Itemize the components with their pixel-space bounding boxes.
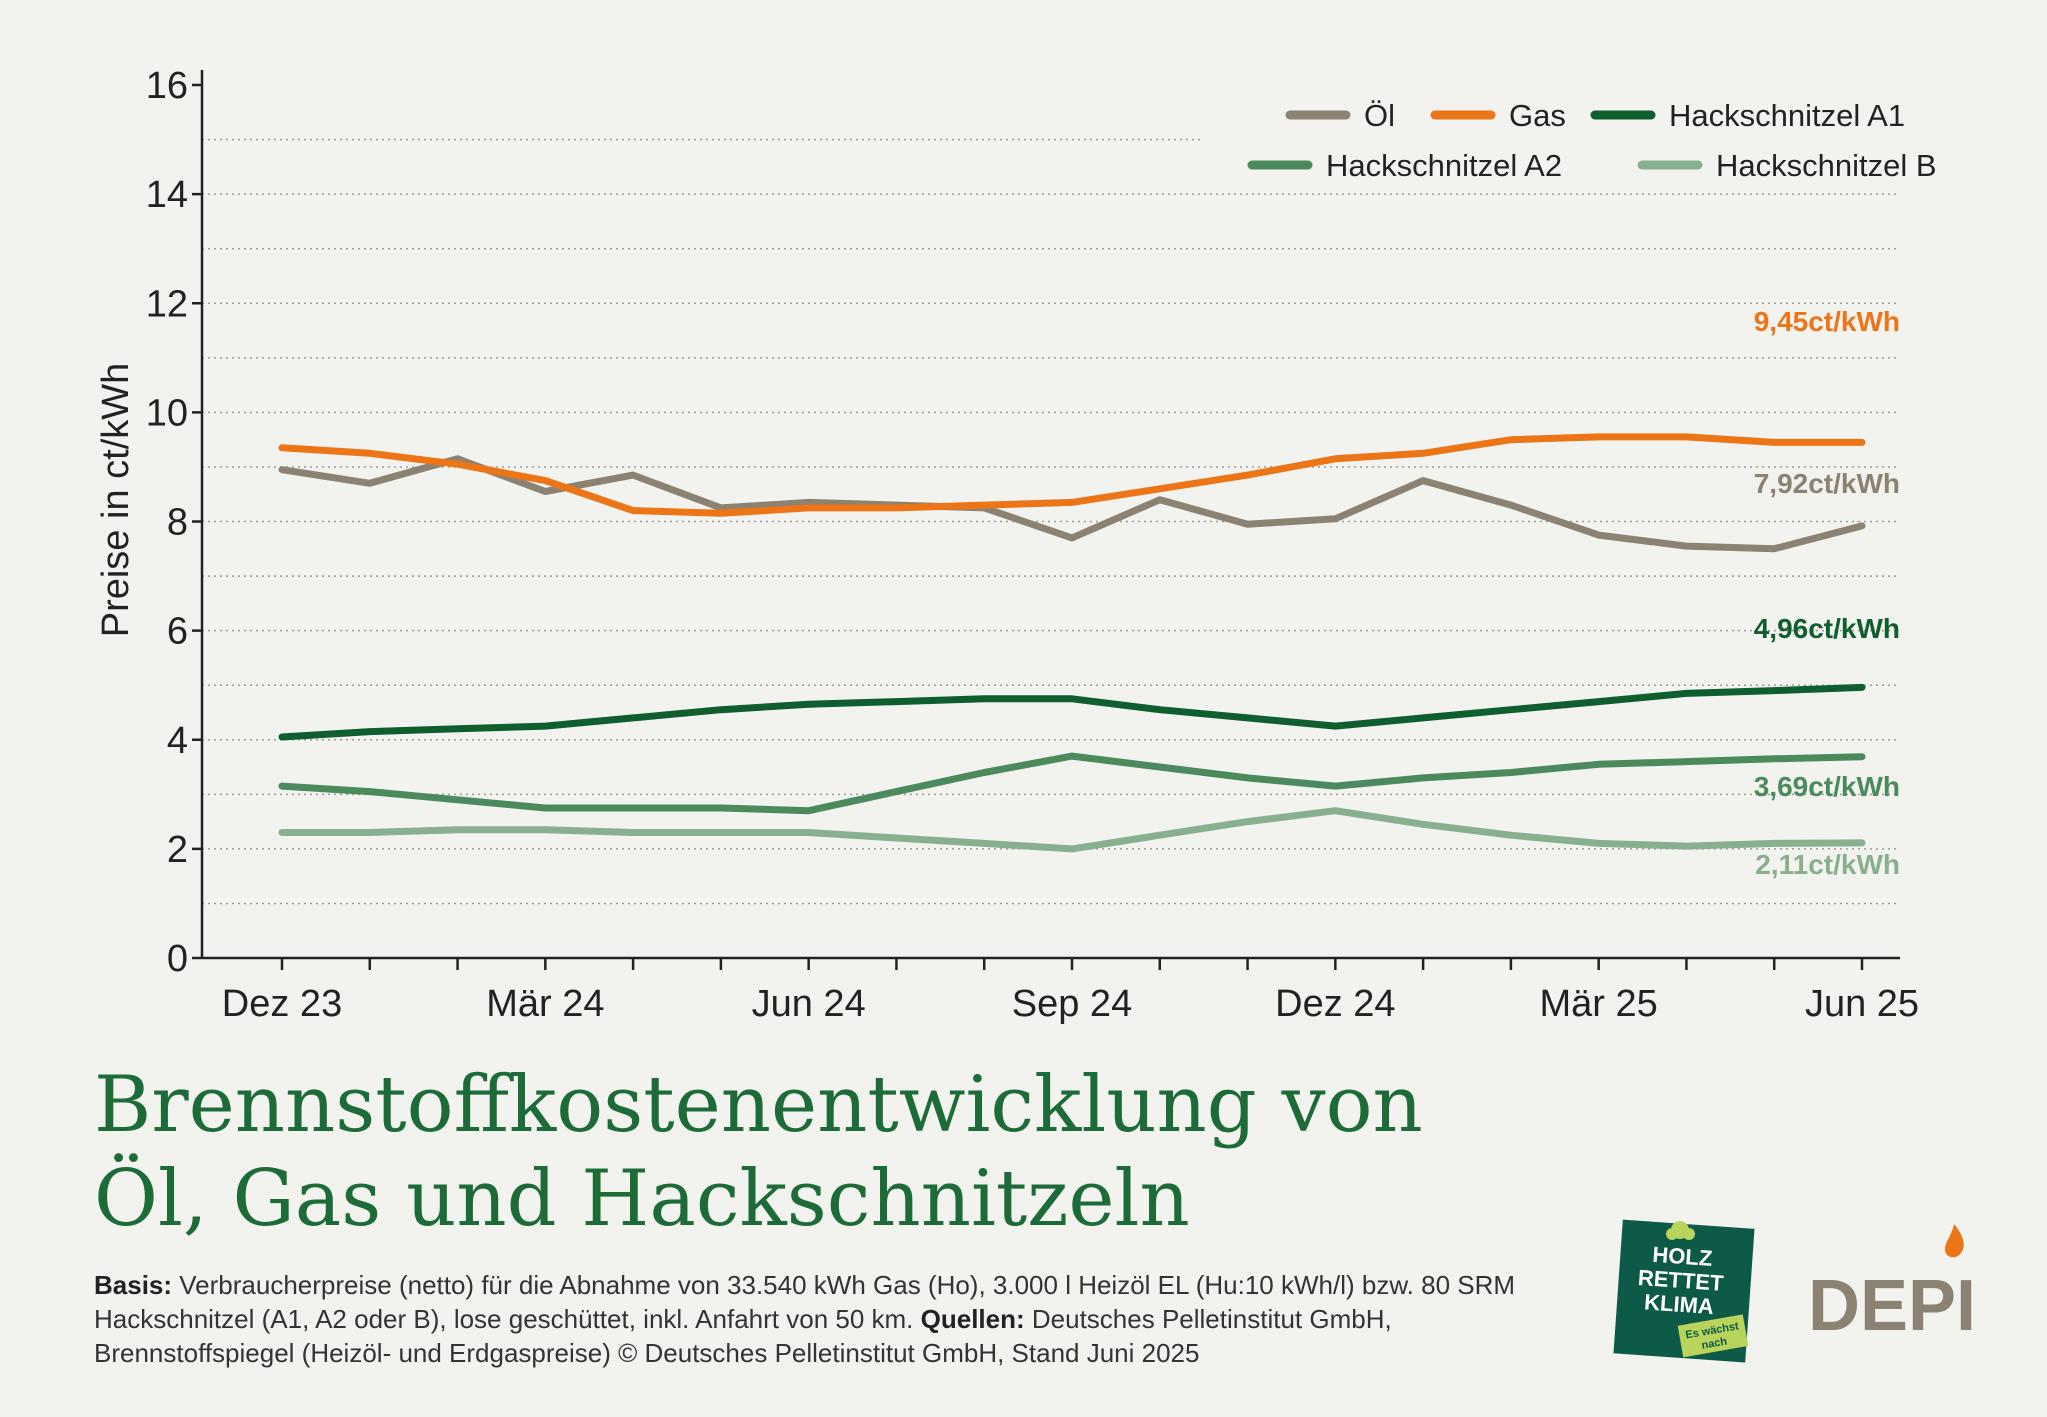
sources-label: Quellen: <box>920 1304 1025 1334</box>
legend-entry: Gas <box>1430 98 1566 133</box>
x-tick-label: Mär 24 <box>486 983 604 1025</box>
x-tick-label: Jun 24 <box>752 983 866 1025</box>
x-tick-label: Mär 25 <box>1540 983 1658 1025</box>
y-tick-label: 4 <box>167 720 188 762</box>
end-label: 4,96ct/kWh <box>1754 613 1900 644</box>
y-tick-label: 8 <box>167 502 188 544</box>
depi-logo: DEPI <box>1808 1224 1976 1342</box>
x-tick-label: Dez 23 <box>222 983 342 1025</box>
basis-text: Verbraucherpreise (netto) für die Abnahm… <box>94 1270 1516 1334</box>
legend-label: Hackschnitzel A2 <box>1326 148 1562 183</box>
y-tick-label: 2 <box>167 829 188 871</box>
end-label: 9,45ct/kWh <box>1754 306 1900 337</box>
depi-wordmark: DEPI <box>1808 1266 1976 1342</box>
x-tick-label: Dez 24 <box>1275 983 1395 1025</box>
holz-rettet-klima-logo: HOLZ RETTET KLIMA Es wächst nach <box>1613 1219 1755 1363</box>
end-label: 7,92ct/kWh <box>1754 468 1900 499</box>
title-line-2: Öl, Gas und Hackschnitzeln <box>94 1154 1190 1244</box>
footnote: Basis: Verbraucherpreise (netto) für die… <box>94 1268 1574 1370</box>
legend: Öl Gas Hackschnitzel A1 Hackschnitzel A2 Hac… <box>1247 98 1937 183</box>
series-lines <box>278 433 1866 853</box>
legend-entry: Hackschnitzel A2 <box>1247 148 1562 183</box>
y-axis-label: Preise in ct/kWh <box>95 363 137 638</box>
legend-label: Öl <box>1364 98 1395 133</box>
end-label: 2,11ct/kWh <box>1755 849 1900 880</box>
tree-icon <box>1666 1221 1695 1240</box>
x-tick-label: Jun 25 <box>1805 983 1919 1025</box>
y-tick-label: 0 <box>167 938 188 980</box>
page-title: Brennstoffkostenentwicklung von Öl, Gas … <box>94 1058 1794 1246</box>
legend-entry: Hackschnitzel B <box>1637 148 1937 183</box>
holz-line-3: KLIMA <box>1643 1289 1714 1319</box>
legend-entry: Öl <box>1285 98 1395 133</box>
series-line--l <box>278 455 1866 553</box>
legend-label: Hackschnitzel A1 <box>1669 98 1905 133</box>
title-line-1: Brennstoffkostenentwicklung von <box>94 1060 1423 1150</box>
y-axis-ticks: 0 2 4 6 8 10 12 14 16 <box>146 65 202 980</box>
series-line-hackschnitzel-a1 <box>278 683 1866 741</box>
end-label: 3,69ct/kWh <box>1754 771 1900 802</box>
legend-label: Hackschnitzel B <box>1716 148 1937 183</box>
sources-text: Deutsches Pelletinstitut GmbH, Brennstof… <box>94 1304 1392 1368</box>
holz-line-2: RETTET <box>1637 1265 1725 1296</box>
series-line-hackschnitzel-b <box>278 807 1866 853</box>
flame-icon <box>1944 1224 1964 1258</box>
x-tick-label: Sep 24 <box>1012 983 1132 1025</box>
y-tick-label: 12 <box>146 283 188 325</box>
holz-tagline-2: nach <box>1701 1336 1729 1352</box>
series-line-gas <box>278 433 1866 517</box>
x-axis-ticks: Dez 23 Mär 24 Jun 24 Sep 24 Dez 24 Mär 25 Jun … <box>222 958 1919 1025</box>
y-tick-label: 6 <box>167 611 188 653</box>
axes <box>200 70 1900 960</box>
legend-label: Gas <box>1509 98 1566 133</box>
end-value-labels: 7,92ct/kWh 9,45ct/kWh 4,96ct/kWh 3,69ct/kWh… <box>1754 306 1900 880</box>
legend-entry: Hackschnitzel A1 <box>1590 98 1905 133</box>
holz-line-1: HOLZ <box>1652 1242 1713 1271</box>
y-tick-label: 16 <box>146 65 188 107</box>
series-line-hackschnitzel-a2 <box>278 752 1866 815</box>
basis-label: Basis: <box>94 1270 173 1300</box>
grid-lines <box>202 138 1900 905</box>
y-tick-label: 14 <box>146 174 188 216</box>
y-tick-label: 10 <box>146 392 188 434</box>
